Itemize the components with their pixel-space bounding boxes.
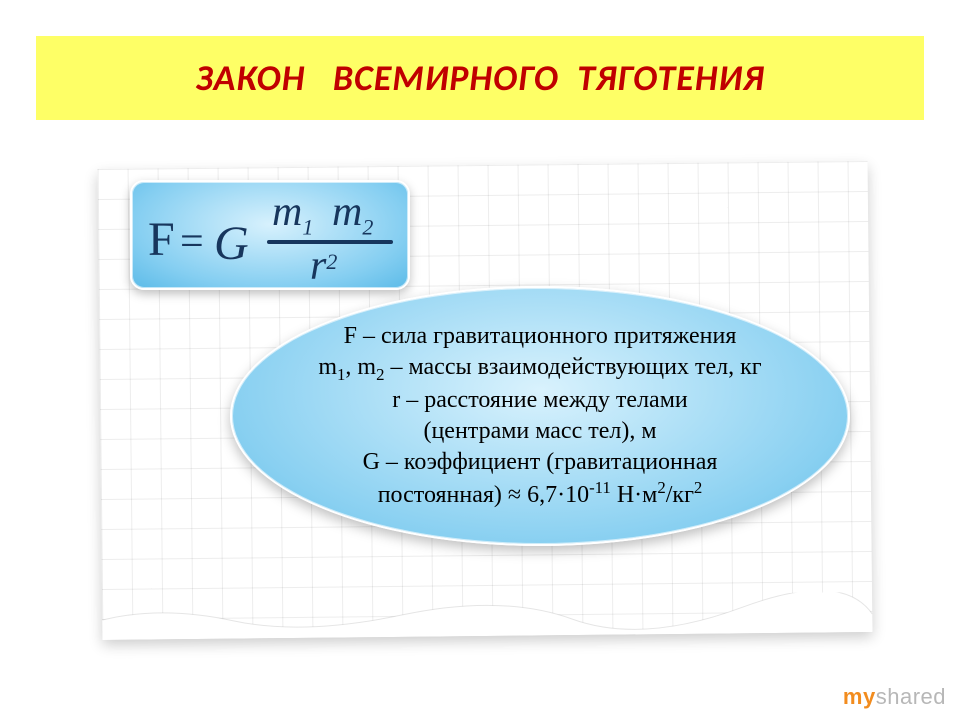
formula-F: F [148,212,175,267]
def-r: r – расстояние между телами [318,385,761,416]
title-bar: ЗАКОН ВСЕМИРНОГО ТЯГОТЕНИЯ [36,36,924,120]
def-F: F – сила гравитационного притяжения [318,321,761,352]
definitions-text: F – сила гравитационного притяжения m1, … [288,321,791,511]
def-m: m1, m2 – массы взаимодействующих тел, кг [318,352,761,385]
def-r-paren: (центрами масс тел), м [318,416,761,447]
page-title: ЗАКОН ВСЕМИРНОГО ТЯГОТЕНИЯ [195,56,764,100]
def-G-1: G – коэффициент (гравитационная [318,447,761,478]
formula-box: F = G m1 m2 r2 [130,180,410,290]
formula: F = G m1 m2 r2 [132,182,408,288]
formula-r2: r2 [310,242,337,290]
formula-equals: = [180,218,204,266]
formula-m1: m1 [272,188,313,240]
formula-G: G [214,216,249,271]
watermark-right: shared [876,684,946,709]
watermark-left: my [843,684,876,709]
watermark: myshared [843,684,946,710]
formula-m2: m2 [332,188,373,240]
definitions-oval: F – сила гравитационного притяжения m1, … [230,286,850,546]
def-G-2: постоянная) ≈ 6,7·10-11 Н·м2/кг2 [318,477,761,511]
